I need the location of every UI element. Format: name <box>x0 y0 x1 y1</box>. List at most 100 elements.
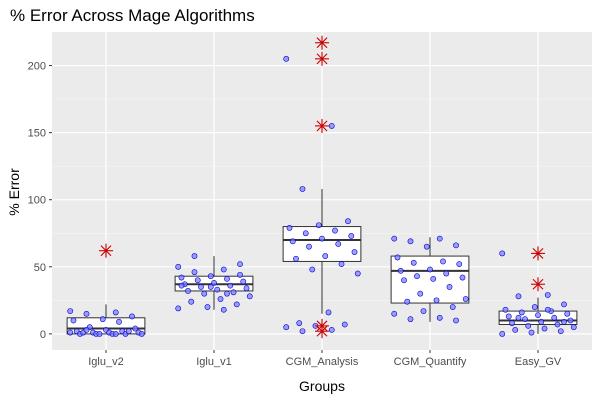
data-point <box>541 325 548 332</box>
outlier-markers <box>99 35 545 339</box>
outlier-stroke <box>532 278 544 290</box>
data-point <box>138 330 145 337</box>
data-point <box>401 277 407 284</box>
data-point <box>453 317 459 324</box>
box <box>282 226 362 262</box>
data-point <box>116 318 122 325</box>
outlier-marker <box>531 246 545 261</box>
data-point <box>328 123 335 129</box>
outlier-stroke <box>316 120 328 132</box>
outlier-marker <box>315 324 329 339</box>
data-point <box>518 309 525 316</box>
outlier-stroke <box>316 37 328 49</box>
data-point <box>283 324 290 331</box>
data-point <box>83 310 90 317</box>
y-tick-label: 150 <box>28 128 46 140</box>
data-point <box>436 314 443 321</box>
data-point <box>557 328 564 335</box>
chart-title: % Error Across Mage Algorithms <box>10 6 255 25</box>
data-point <box>502 306 509 313</box>
outlier-stroke <box>316 325 328 337</box>
data-point <box>417 290 424 297</box>
data-point <box>544 292 551 298</box>
data-point <box>430 275 437 282</box>
data-point <box>515 293 522 300</box>
data-point <box>512 326 519 333</box>
data-point <box>433 297 440 304</box>
data-point <box>207 273 214 280</box>
data-point <box>237 261 243 268</box>
data-point <box>175 305 182 312</box>
data-point <box>293 255 299 262</box>
data-point <box>509 320 515 327</box>
data-point <box>531 304 538 310</box>
data-point <box>83 326 90 333</box>
data-point <box>453 242 459 249</box>
data-point <box>132 325 139 332</box>
data-point <box>112 309 119 316</box>
data-point <box>191 269 198 276</box>
data-point <box>207 284 214 290</box>
data-point <box>237 271 243 278</box>
data-point <box>246 293 253 300</box>
data-points <box>67 55 577 337</box>
y-tick-label: 100 <box>28 195 46 207</box>
y-axis-title: % Error <box>6 168 22 216</box>
data-point <box>436 235 443 242</box>
data-point <box>175 263 182 270</box>
data-point <box>224 290 230 297</box>
y-tick-label: 50 <box>34 262 46 274</box>
data-point <box>112 330 119 337</box>
data-point <box>456 261 463 268</box>
data-point <box>188 298 195 305</box>
x-tick-label: CGM_Quantify <box>394 356 467 368</box>
data-point <box>224 275 230 282</box>
data-point <box>99 316 106 323</box>
x-tick-label: CGM_Analysis <box>286 356 359 368</box>
data-point <box>70 317 77 324</box>
data-point <box>459 274 466 281</box>
data-point <box>286 224 293 231</box>
data-point <box>335 241 342 247</box>
y-tick-label: 200 <box>28 61 46 73</box>
data-point <box>420 308 427 314</box>
data-point <box>328 326 335 333</box>
data-point <box>351 249 358 255</box>
data-point <box>309 266 316 273</box>
data-point <box>204 304 211 310</box>
data-point <box>233 301 240 308</box>
data-point <box>129 313 135 320</box>
data-point <box>217 296 224 302</box>
data-point <box>194 277 201 284</box>
data-point <box>332 227 338 234</box>
data-point <box>243 285 250 292</box>
data-point <box>538 318 545 325</box>
data-point <box>449 304 456 310</box>
data-point <box>446 284 453 290</box>
data-point <box>198 284 204 290</box>
data-point <box>299 186 306 192</box>
y-tick-label: 0 <box>40 329 46 341</box>
data-point <box>289 238 296 245</box>
data-point <box>414 273 420 280</box>
data-point <box>67 329 74 336</box>
data-point <box>410 259 417 266</box>
data-point <box>499 330 506 337</box>
data-point <box>67 308 74 314</box>
data-point <box>462 296 469 302</box>
data-point <box>522 316 528 323</box>
data-point <box>391 235 398 242</box>
data-point <box>443 270 450 277</box>
outlier-stroke <box>532 247 544 259</box>
data-point <box>299 328 306 335</box>
data-point <box>499 250 506 257</box>
data-point <box>407 238 414 245</box>
data-point <box>551 314 558 321</box>
data-point <box>341 321 348 328</box>
data-point <box>345 218 351 225</box>
data-point <box>319 235 325 242</box>
data-point <box>227 282 234 289</box>
data-point <box>230 289 237 296</box>
data-point <box>178 274 185 281</box>
